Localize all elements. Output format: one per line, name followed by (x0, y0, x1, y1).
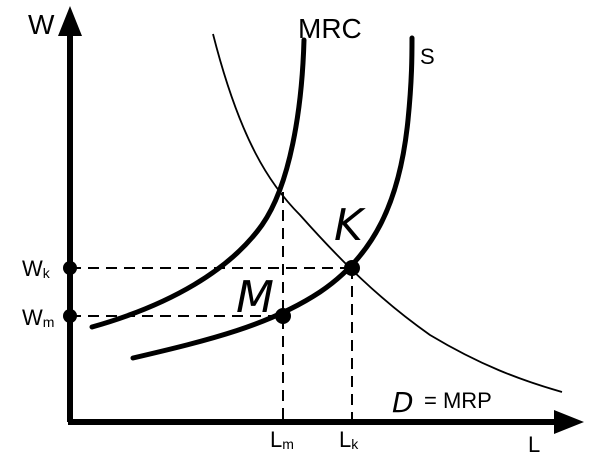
lm-tick-label: Lm (270, 427, 294, 452)
y-axis-label: W (28, 9, 55, 40)
x-axis-label: L (528, 432, 540, 457)
lm-tick-sub: m (282, 436, 294, 452)
lk-tick-sub: k (351, 436, 359, 452)
demand-symbol: D (392, 386, 414, 419)
wk-tick-main: W (22, 256, 43, 281)
supply-curve (130, 35, 415, 361)
m-point-label: M (236, 272, 274, 323)
y-axis-arrow-icon (58, 6, 82, 36)
wm-axis-dot (63, 309, 77, 323)
mrp-label: = MRP (424, 388, 492, 413)
point-m (275, 308, 291, 324)
wm-tick-main: W (22, 305, 43, 330)
lm-tick-main: L (270, 427, 282, 452)
wk-axis-dot (63, 261, 77, 275)
wk-tick-sub: k (43, 265, 51, 281)
supply-label: S (420, 44, 435, 69)
wm-tick-sub: m (43, 314, 55, 330)
wk-tick-label: Wk (22, 256, 51, 281)
wm-tick-label: Wm (22, 305, 54, 330)
lk-tick-main: L (339, 427, 351, 452)
lk-tick-label: Lk (339, 427, 359, 452)
x-axis-arrow-icon (554, 410, 584, 434)
mrc-label: MRC (298, 13, 362, 44)
k-point-label: K (334, 200, 366, 251)
point-k (344, 260, 360, 276)
mrc-curve (89, 37, 307, 330)
